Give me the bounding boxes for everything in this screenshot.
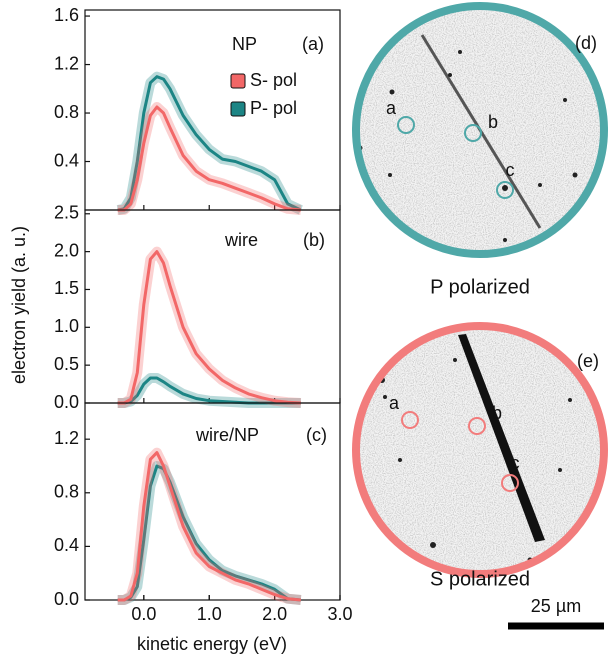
y-tick-label: 1.6 bbox=[54, 5, 79, 25]
marker-label: a bbox=[389, 393, 400, 413]
y-tick-label: 2.0 bbox=[54, 240, 79, 260]
marker-ring bbox=[496, 181, 514, 199]
y-tick-label: 0.0 bbox=[54, 589, 79, 609]
series-line bbox=[117, 451, 301, 602]
image-caption: P polarized bbox=[430, 276, 530, 298]
legend-label: P- pol bbox=[250, 98, 297, 118]
y-tick-label: 0.8 bbox=[54, 102, 79, 122]
marker-label: b bbox=[488, 112, 498, 132]
series-line bbox=[117, 250, 301, 405]
marker-label: c bbox=[511, 453, 520, 473]
y-tick-label: 1.2 bbox=[54, 428, 79, 448]
series-line bbox=[117, 75, 302, 212]
annotation: wire bbox=[224, 230, 258, 250]
plot-frame bbox=[84, 402, 341, 601]
annotation: wire/NP bbox=[195, 425, 259, 445]
panel-label: (c) bbox=[306, 425, 327, 445]
y-tick-label: 2.5 bbox=[54, 203, 79, 223]
series-band bbox=[117, 102, 302, 215]
panel-label: (b) bbox=[303, 230, 325, 250]
y-tick-label: 0.0 bbox=[54, 392, 79, 412]
marker-ring bbox=[464, 124, 482, 142]
y-tick-label: 0.8 bbox=[54, 482, 79, 502]
y-tick-label: 1.0 bbox=[54, 316, 79, 336]
y-tick-label: 0.4 bbox=[54, 150, 79, 170]
legend-swatch bbox=[230, 101, 246, 117]
x-tick-label: 0.0 bbox=[131, 604, 156, 624]
panel-label: (d) bbox=[575, 33, 597, 53]
marker-ring bbox=[501, 474, 519, 492]
legend-label: S- pol bbox=[250, 70, 297, 90]
image-caption: S polarized bbox=[430, 568, 530, 590]
series-line bbox=[117, 464, 301, 602]
marker-label: b bbox=[492, 403, 502, 423]
y-tick-label: 0.5 bbox=[54, 354, 79, 374]
x-tick-label: 2.0 bbox=[262, 604, 287, 624]
marker-ring bbox=[401, 411, 419, 429]
marker-label: a bbox=[386, 98, 397, 118]
y-tick-label: 0.4 bbox=[54, 535, 79, 555]
y-tick-label: 1.2 bbox=[54, 53, 79, 73]
annotation: NP bbox=[232, 34, 257, 54]
legend-swatch bbox=[230, 73, 246, 89]
panel-label: (a) bbox=[302, 34, 324, 54]
marker-label: c bbox=[506, 160, 515, 180]
x-tick-label: 1.0 bbox=[197, 604, 222, 624]
series-line bbox=[117, 105, 301, 212]
image-e bbox=[352, 322, 608, 578]
series-band bbox=[117, 447, 302, 605]
x-axis-label: kinetic energy (eV) bbox=[137, 634, 287, 654]
panel-label: (e) bbox=[577, 351, 599, 371]
y-axis-label: electron yield (a. u.) bbox=[9, 226, 29, 384]
scale-bar-label: 25 µm bbox=[531, 596, 581, 616]
y-tick-label: 1.5 bbox=[54, 278, 79, 298]
x-tick-label: 3.0 bbox=[327, 604, 352, 624]
marker-ring bbox=[397, 116, 415, 134]
marker-ring bbox=[468, 417, 486, 435]
